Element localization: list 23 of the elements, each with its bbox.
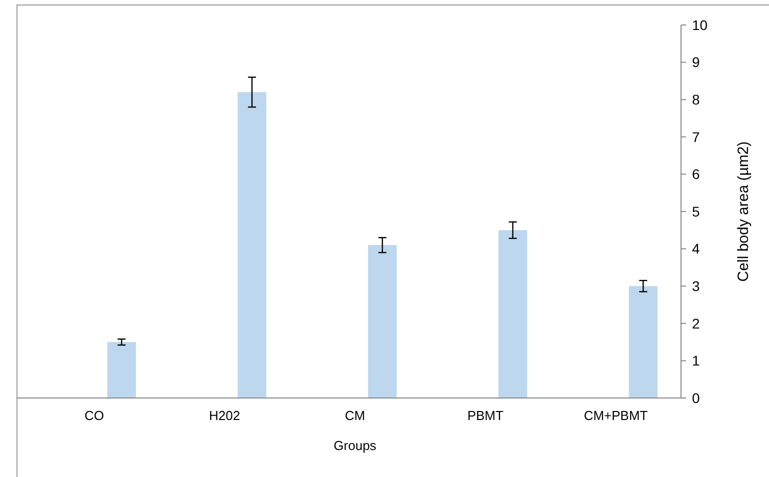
y-tick-label: 10 xyxy=(692,16,708,33)
x-tick-label: H202 xyxy=(209,408,240,423)
bar xyxy=(628,286,658,398)
y-tick-label: 2 xyxy=(692,315,700,332)
bar xyxy=(107,342,136,398)
y-tick-label: 7 xyxy=(692,128,700,145)
bar xyxy=(238,92,266,398)
y-tick-label: 1 xyxy=(692,352,700,369)
y-tick-label: 6 xyxy=(692,166,700,182)
x-tick-label: CO xyxy=(84,408,104,423)
y-axis-title: Cell body area (µm2) xyxy=(735,141,752,282)
y-tick-label: 4 xyxy=(692,240,700,257)
y-tick-label: 3 xyxy=(692,278,700,294)
x-tick-label: CM+PBMT xyxy=(584,408,648,423)
y-tick-label: 9 xyxy=(692,54,700,70)
y-tick-label: 8 xyxy=(692,92,700,108)
bar xyxy=(368,245,397,398)
x-tick-label: PBMT xyxy=(467,408,504,423)
x-axis-title: Groups xyxy=(334,438,377,453)
x-tick-label: CM xyxy=(344,408,366,423)
y-tick-label: 5 xyxy=(692,203,700,220)
y-tick-label: 0 xyxy=(692,390,700,406)
bar xyxy=(498,230,528,398)
